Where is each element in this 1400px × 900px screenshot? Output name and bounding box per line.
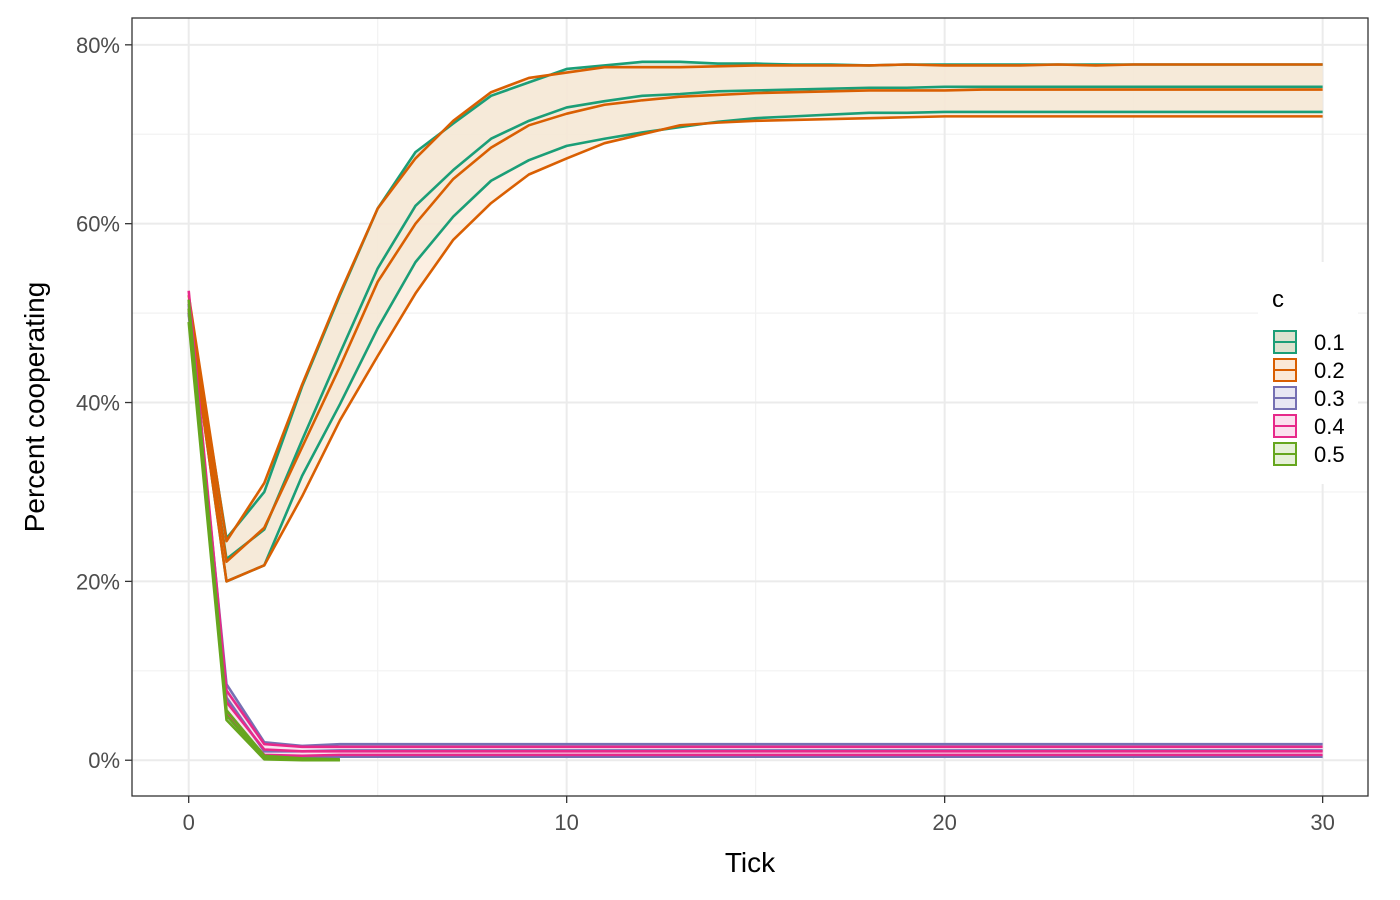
legend-items: 0.1 0.2 0.3 0.4 0.5 (1273, 330, 1345, 467)
line-c-0.2-lower (187, 115, 1323, 583)
minor-gridlines (132, 18, 1368, 796)
y-axis-ticks: 0% 20% 40% 60% 80% (76, 33, 132, 773)
y-tick-label: 20% (76, 569, 120, 594)
legend-label-0.5: 0.5 (1314, 442, 1345, 467)
line-c-0.2-mean (187, 88, 1323, 564)
x-tick-label: 0 (183, 810, 195, 835)
x-tick-label: 20 (932, 810, 956, 835)
panel-border (131, 17, 1369, 797)
line-c-0.4-lower (187, 308, 1323, 758)
line-c-0.3-lower (187, 312, 1323, 759)
line-c-0.1-mean (187, 85, 1323, 561)
line-c-0.4-mean (187, 299, 1323, 753)
line-c-0.5-lower (187, 321, 340, 762)
series-lines (187, 60, 1323, 762)
legend-label-0.2: 0.2 (1314, 358, 1345, 383)
line-c-0.2-upper (187, 63, 1323, 543)
x-axis-ticks: 0 10 20 30 (183, 796, 1335, 835)
legend-label-0.4: 0.4 (1314, 414, 1345, 439)
line-c-0.4-upper (187, 290, 1323, 749)
x-tick-label: 30 (1310, 810, 1334, 835)
ribbon-bands (188, 61, 1323, 761)
x-tick-label: 10 (554, 810, 578, 835)
y-tick-label: 0% (88, 748, 120, 773)
y-tick-label: 80% (76, 33, 120, 58)
legend-label-0.3: 0.3 (1314, 386, 1345, 411)
y-axis-title: Percent cooperating (19, 282, 50, 533)
y-tick-label: 40% (76, 391, 120, 416)
line-c-0.1-lower (187, 110, 1323, 583)
legend: c 0.1 0.2 0.3 0.4 0.5 (1258, 262, 1358, 484)
line-c-0.3-upper (187, 304, 1323, 748)
x-axis-title: Tick (725, 847, 776, 878)
y-tick-label: 60% (76, 212, 120, 237)
legend-title: c (1272, 286, 1284, 313)
legend-label-0.1: 0.1 (1314, 330, 1345, 355)
ribbon-c-0.2 (188, 64, 1323, 582)
